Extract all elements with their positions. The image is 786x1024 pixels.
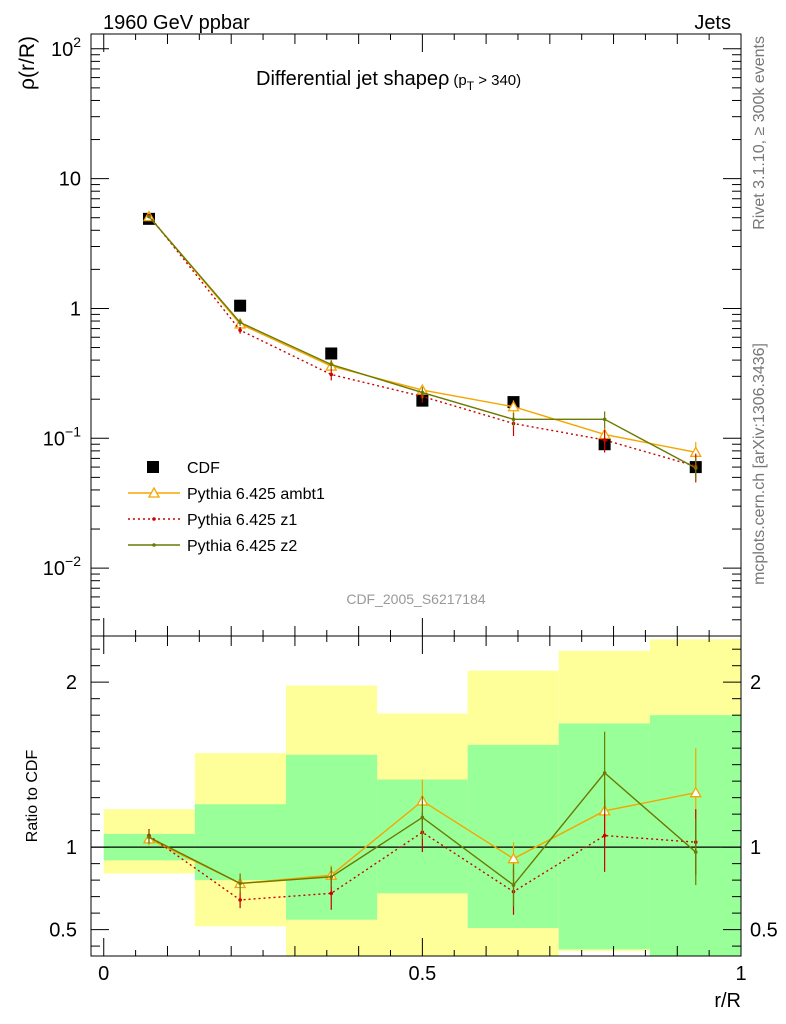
pythia-6-425-ambt1-line <box>148 216 696 453</box>
y-tick-label: 10−2 <box>43 553 81 580</box>
ratio-axes: 0.5 0.51 12 20 0.5 1 <box>49 636 778 985</box>
ratio-pythia-6-425-z1-point <box>329 891 334 896</box>
ratio-y-tick-label: 1 <box>66 837 77 859</box>
ratio-pythia-6-425-z2-point <box>511 883 516 887</box>
cdf-marker <box>325 347 338 360</box>
ratio-pythia-6-425-z2-point <box>238 881 242 886</box>
legend-marker-pythia-6-425-z2 <box>152 543 156 547</box>
legend-marker-pythia-6-425-z1 <box>152 517 156 521</box>
legend: CDF Pythia 6.425 ambt1 Pythia 6.425 z1 Pyth… <box>128 460 325 555</box>
x-tick-label: 1 <box>735 963 746 985</box>
ratio-pythia-6-425-z1-point <box>238 898 242 902</box>
pythia-6-425-z2-point <box>602 417 607 422</box>
x-axis-label: r/R <box>714 990 741 1012</box>
legend-label-pythia-6-425-z2: Pythia 6.425 z2 <box>187 538 297 555</box>
x-tick-label: 0 <box>98 963 109 985</box>
ratio-y-tick-label-right: 1 <box>750 837 761 859</box>
x-tick-label: 0.5 <box>408 963 436 985</box>
pythia-6-425-z2-point <box>420 390 425 395</box>
ratio-pythia-6-425-z2-point <box>602 771 607 775</box>
chart-title: Differential jet shapeρ (pT > 340) <box>256 68 521 93</box>
ratio-pythia-6-425-z2-point <box>420 815 425 820</box>
pythia-6-425-z2-point <box>693 466 698 470</box>
legend-label-pythia-6-425-z1: Pythia 6.425 z1 <box>187 512 297 529</box>
legend-marker-cdf <box>147 461 159 473</box>
analysis-watermark: CDF_2005_S6217184 <box>346 591 486 607</box>
main-series <box>142 210 702 483</box>
legend-label-pythia-6-425-ambt1: Pythia 6.425 ambt1 <box>187 486 325 503</box>
ratio-series <box>142 731 702 915</box>
ratio-plot-frame <box>90 635 742 957</box>
ratio-y-tick-label: 2 <box>66 672 77 694</box>
legend-label-cdf: CDF <box>187 460 220 477</box>
ratio-pythia-6-425-z1-point <box>602 833 607 838</box>
ratio-pythia-6-425-z2-point <box>693 850 698 854</box>
pythia-6-425-z1-point <box>329 372 334 377</box>
mcplots-reference-label: mcplots.cern.ch [arXiv:1306.3436] <box>751 343 768 585</box>
pythia-6-425-z1-line <box>148 215 696 467</box>
y-tick-label: 10−1 <box>43 423 81 450</box>
pythia-6-425-z2-line <box>148 216 697 469</box>
y-axis-label-main: ρ(r/R) <box>16 36 39 90</box>
ratio-y-tick-label: 0.5 <box>49 920 77 942</box>
cdf-marker <box>234 299 247 312</box>
y-tick-label: 10 <box>59 169 81 191</box>
y-axis-label-ratio: Ratio to CDF <box>24 750 41 843</box>
ratio-pythia-6-425-ambt1-point <box>689 786 702 798</box>
pythia-6-425-z2-point <box>147 214 151 219</box>
pythia-6-425-z1-point <box>238 328 242 332</box>
pythia-6-425-z2-point <box>329 362 334 367</box>
ratio-y-tick-label-right: 0.5 <box>750 920 778 942</box>
header-right-label: Jets <box>694 12 731 34</box>
ratio-pythia-6-425-ambt1-point <box>507 852 520 864</box>
y-tick-label: 102 <box>51 34 81 61</box>
pythia-6-425-z1-point <box>602 438 607 442</box>
y-tick-label: 1 <box>70 298 81 320</box>
pythia-6-425-ambt1-point <box>507 400 520 412</box>
ratio-y-tick-label-right: 2 <box>750 672 761 694</box>
ratio-pythia-6-425-z2-point <box>147 835 151 840</box>
pythia-6-425-z2-point <box>511 417 516 422</box>
rivet-version-label: Rivet 3.1.10, ≥ 300k events <box>751 36 768 230</box>
legend-marker-pythia-6-425-ambt1 <box>147 486 161 498</box>
ratio-pythia-6-425-z2-point <box>329 875 334 879</box>
header-left-label: 1960 GeV ppbar <box>103 12 250 34</box>
pythia-6-425-z2-point <box>238 320 242 325</box>
main-axes: 10−2 10−1 1 10 102 <box>43 34 742 637</box>
